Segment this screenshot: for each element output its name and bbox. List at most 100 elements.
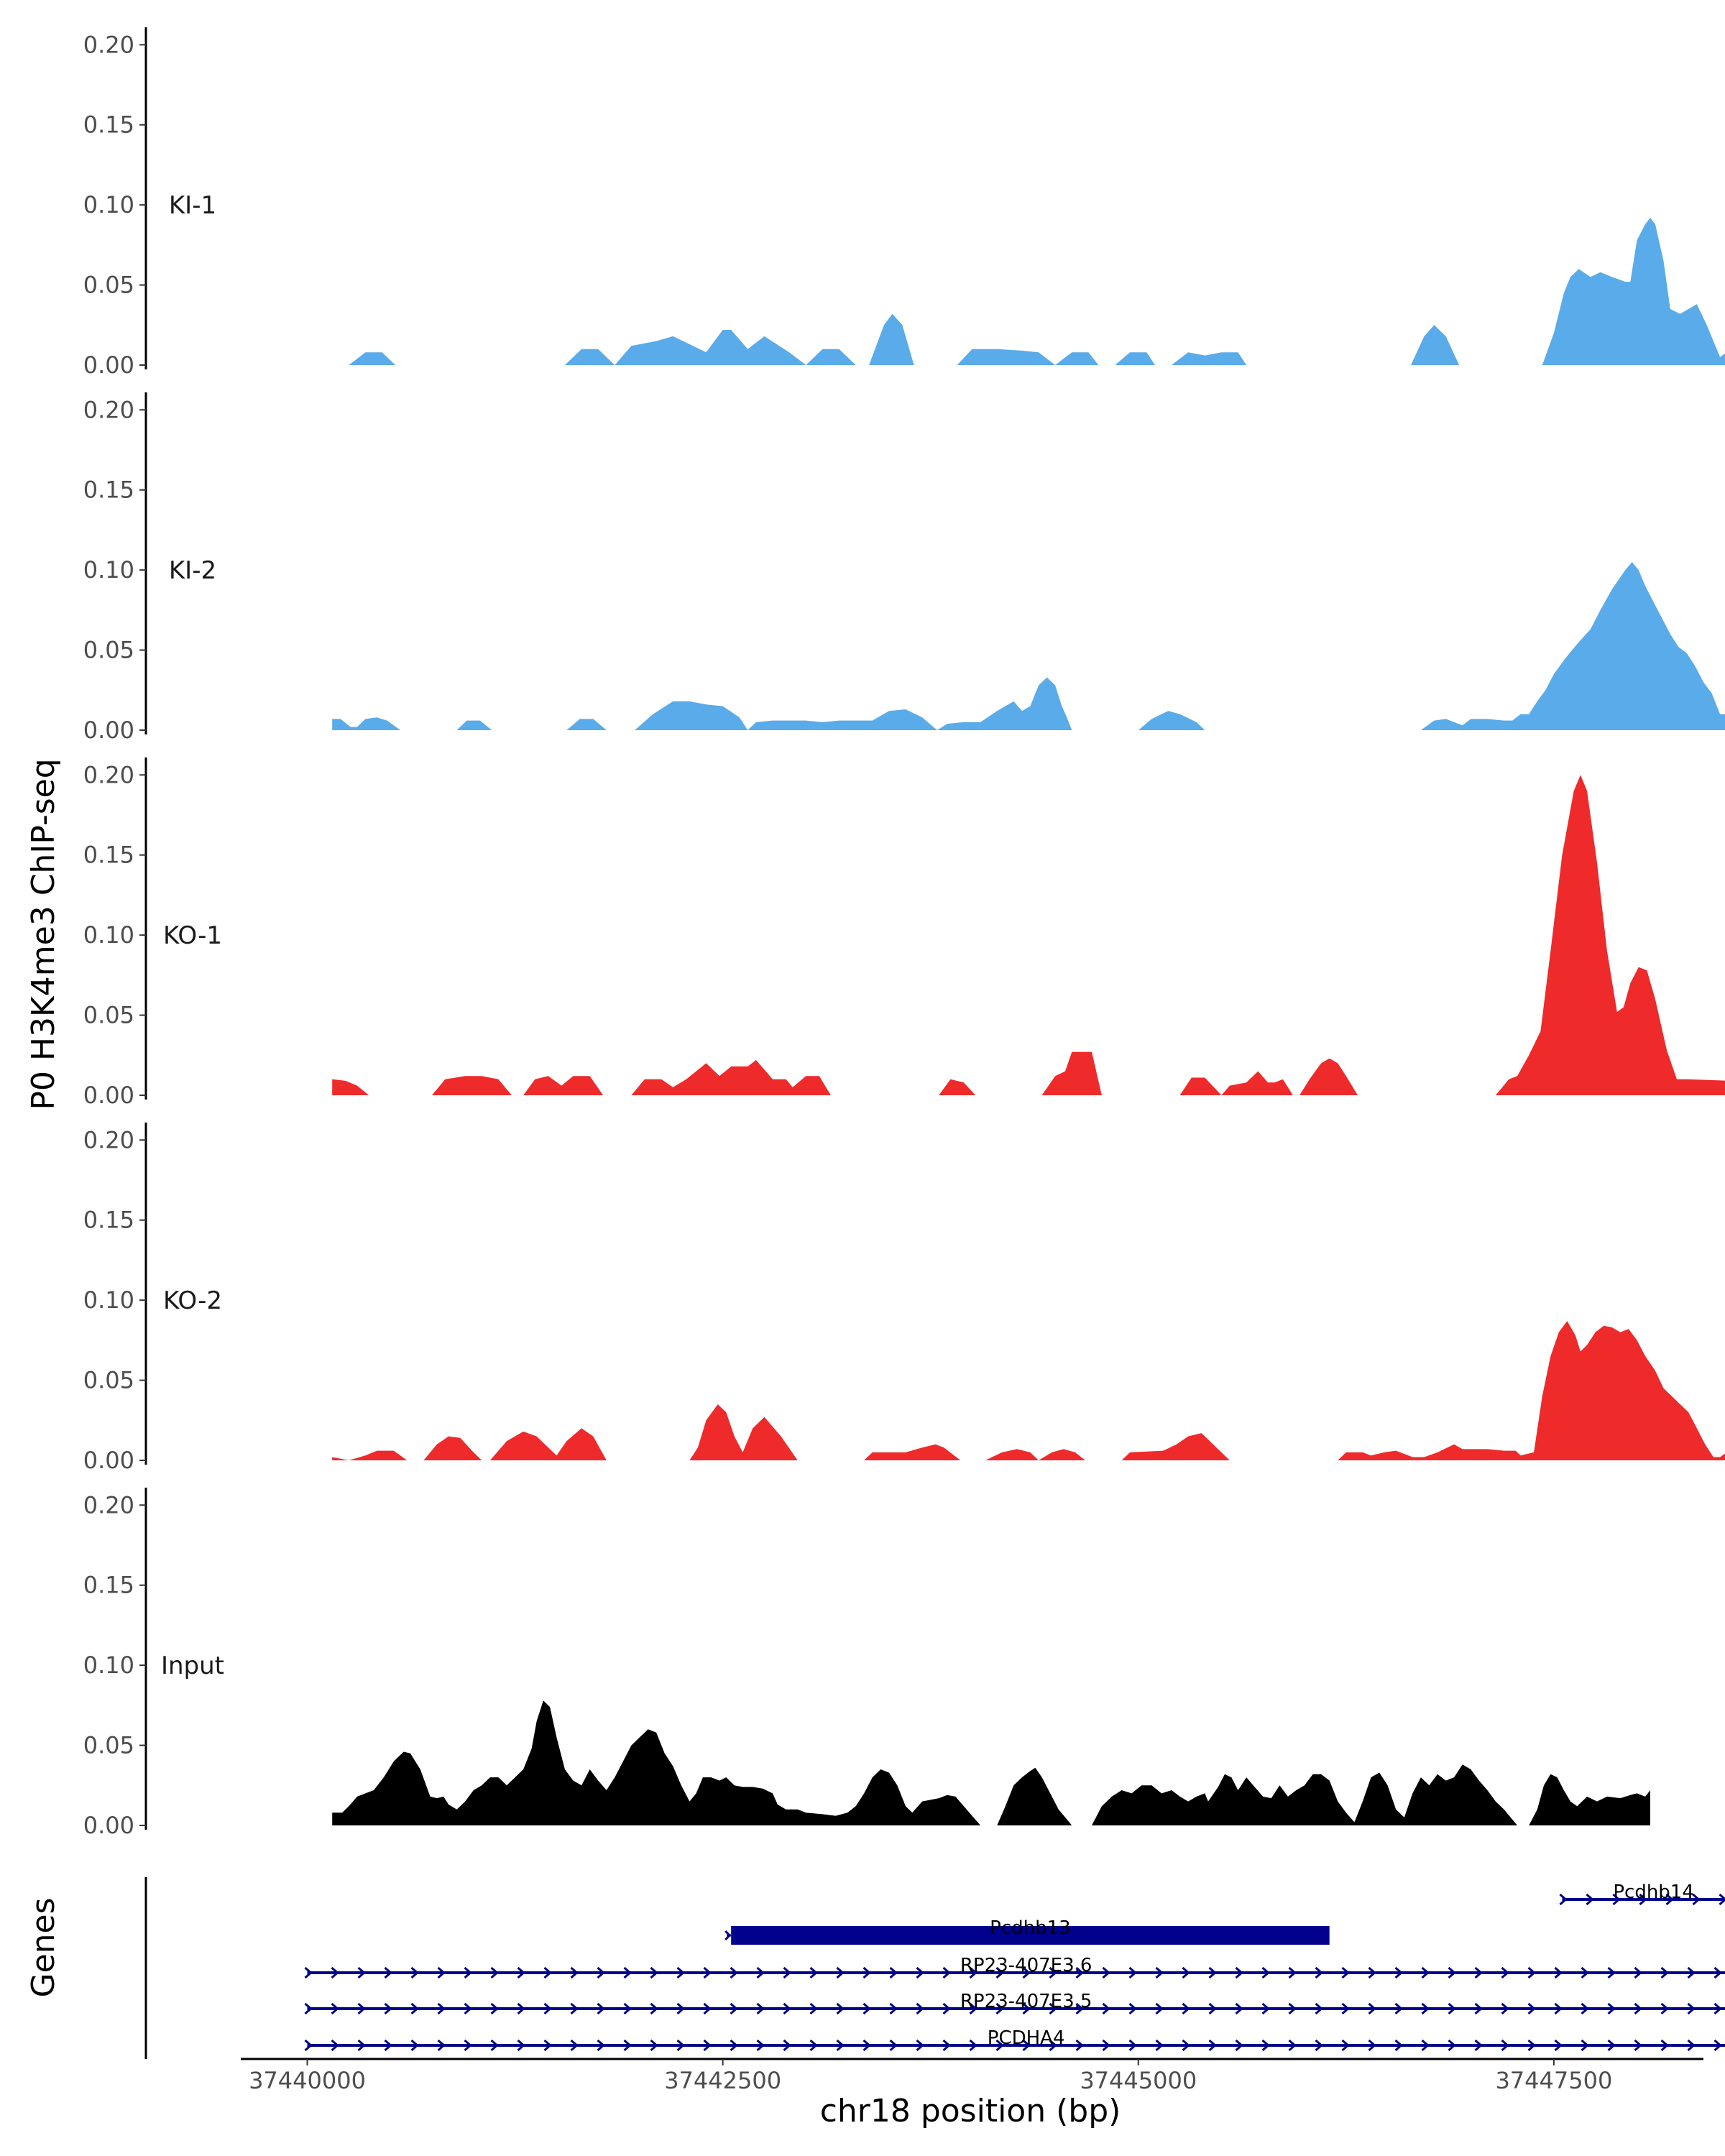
- gene-rp23-407e3.6: RP23-407E3.6: [304, 1955, 1725, 1979]
- strand-arrow: [1687, 1966, 1696, 1979]
- y-tick-label: 0.15: [83, 476, 134, 504]
- strand-arrow: [464, 2039, 472, 2052]
- strand-arrow: [1527, 1966, 1536, 1979]
- strand-arrow: [357, 2002, 366, 2015]
- strand-arrow: [597, 2039, 605, 2052]
- strand-arrow: [517, 2039, 525, 2052]
- y-tick-label: 0.20: [83, 31, 134, 58]
- strand-arrow: [1634, 1966, 1642, 1979]
- strand-arrow: [916, 1966, 924, 1979]
- strand-arrow: [1634, 2002, 1642, 2015]
- strand-arrow: [1687, 2039, 1696, 2052]
- track-ko-2: 0.00 0.05 0.10 0.15 0.20 KO-2: [83, 1123, 1725, 1474]
- strand-arrow: [809, 1966, 818, 1979]
- track-label: KI-2: [169, 556, 216, 585]
- y-tick-label: 0.00: [83, 1082, 134, 1109]
- y-tick-label: 0.00: [83, 1812, 134, 1839]
- strand-arrow: [783, 2039, 791, 2052]
- strand-arrow: [1128, 1966, 1137, 1979]
- strand-arrow: [889, 2039, 898, 2052]
- strand-arrow: [1639, 1893, 1647, 1906]
- x-axis: 37440000 37442500 37445000 37447500: [241, 2058, 1703, 2094]
- strand-arrow: [650, 2039, 658, 2052]
- track-label: KI-1: [169, 191, 216, 220]
- strand-arrow: [1155, 2039, 1164, 2052]
- y-tick-label: 0.20: [83, 1491, 134, 1519]
- strand-arrow: [1208, 2002, 1217, 2015]
- strand-arrow: [543, 1966, 552, 1979]
- strand-arrow: [1581, 1966, 1589, 1979]
- strand-arrow: [1315, 1966, 1323, 1979]
- strand-arrow: [1341, 2039, 1350, 2052]
- y-tick-label: 0.05: [83, 1367, 134, 1394]
- strand-arrow: [1607, 2039, 1616, 2052]
- strand-arrow: [1448, 1966, 1456, 1979]
- strand-arrow: [1448, 2002, 1456, 2015]
- strand-arrow: [570, 2002, 579, 2015]
- y-tick-label: 0.05: [83, 637, 134, 664]
- strand-arrow: [437, 2002, 446, 2015]
- strand-arrow: [517, 2002, 525, 2015]
- strand-arrow: [862, 2002, 871, 2015]
- track-ki-2: 0.00 0.05 0.10 0.15 0.20 KI-2: [83, 392, 1725, 744]
- y-tick-label: 0.10: [83, 1286, 134, 1314]
- strand-arrow: [357, 1966, 366, 1979]
- strand-arrow: [437, 2039, 446, 2052]
- strand-arrow: [490, 2002, 499, 2015]
- y-tick-label: 0.20: [83, 396, 134, 423]
- strand-arrow: [703, 1966, 712, 1979]
- strand-arrow: [1448, 2039, 1456, 2052]
- strand-arrow: [410, 2039, 419, 2052]
- strand-arrow: [1607, 2002, 1616, 2015]
- coverage-area-input: [332, 1700, 1651, 1825]
- strand-arrow: [1501, 1966, 1509, 1979]
- strand-arrow: [1394, 2039, 1403, 2052]
- strand-arrow: [1288, 1966, 1297, 1979]
- gene-annotation-track: Pcdhb14 Pcdhb13 RP23-407E3.6 RP23-407E3.5 PC…: [144, 1877, 1725, 2059]
- strand-arrow: [570, 1966, 579, 1979]
- y-tick-label: 0.05: [83, 1732, 134, 1759]
- coverage-area-ko-2: [332, 1321, 1725, 1460]
- strand-arrow: [331, 2002, 339, 2015]
- strand-arrow: [1421, 1966, 1430, 1979]
- y-tick-label: 0.15: [83, 1572, 134, 1599]
- strand-arrow: [862, 1966, 871, 1979]
- x-axis-title: chr18 position (bp): [820, 2093, 1121, 2129]
- strand-arrow: [809, 2002, 818, 2015]
- strand-arrow: [1075, 2002, 1084, 2015]
- strand-arrow: [1714, 2002, 1722, 2015]
- strand-arrow: [1208, 2039, 1217, 2052]
- strand-arrow: [304, 2039, 313, 2052]
- track-label: Input: [161, 1651, 224, 1680]
- strand-arrow: [464, 1966, 472, 1979]
- strand-arrow: [1607, 1966, 1616, 1979]
- strand-arrow: [1102, 2039, 1110, 2052]
- strand-arrow: [836, 2002, 845, 2015]
- y-tick-label: 0.00: [83, 1447, 134, 1474]
- y-tick-label: 0.15: [83, 1207, 134, 1234]
- strand-arrow: [676, 1966, 685, 1979]
- strand-arrow: [942, 1966, 951, 1979]
- strand-arrow: [1660, 2002, 1669, 2015]
- strand-arrow: [730, 2039, 738, 2052]
- strand-arrow: [304, 2002, 313, 2015]
- strand-arrow: [1714, 2039, 1722, 2052]
- x-tick-label: 37440000: [249, 2067, 366, 2094]
- gene-label: Pcdhb14: [1613, 1881, 1694, 1903]
- strand-arrow: [1665, 1893, 1674, 1906]
- strand-arrow: [969, 2002, 978, 2015]
- strand-arrow: [543, 2039, 552, 2052]
- track-input: 0.00 0.05 0.10 0.15 0.20 Input: [83, 1488, 1651, 1839]
- strand-arrow: [1182, 2002, 1190, 2015]
- strand-arrow: [916, 2039, 924, 2052]
- strand-arrow: [676, 2039, 685, 2052]
- x-tick-label: 37442500: [664, 2067, 781, 2094]
- strand-arrow: [676, 2002, 685, 2015]
- strand-arrow: [331, 1966, 339, 1979]
- strand-arrow: [1128, 2039, 1137, 2052]
- y-tick-label: 0.15: [83, 842, 134, 869]
- strand-arrow: [1182, 2039, 1190, 2052]
- coverage-area-ko-1: [332, 775, 1725, 1095]
- strand-arrow: [1261, 1966, 1270, 1979]
- track-ki-1: 0.00 0.05 0.10 0.15 0.20 KI-1: [83, 27, 1725, 379]
